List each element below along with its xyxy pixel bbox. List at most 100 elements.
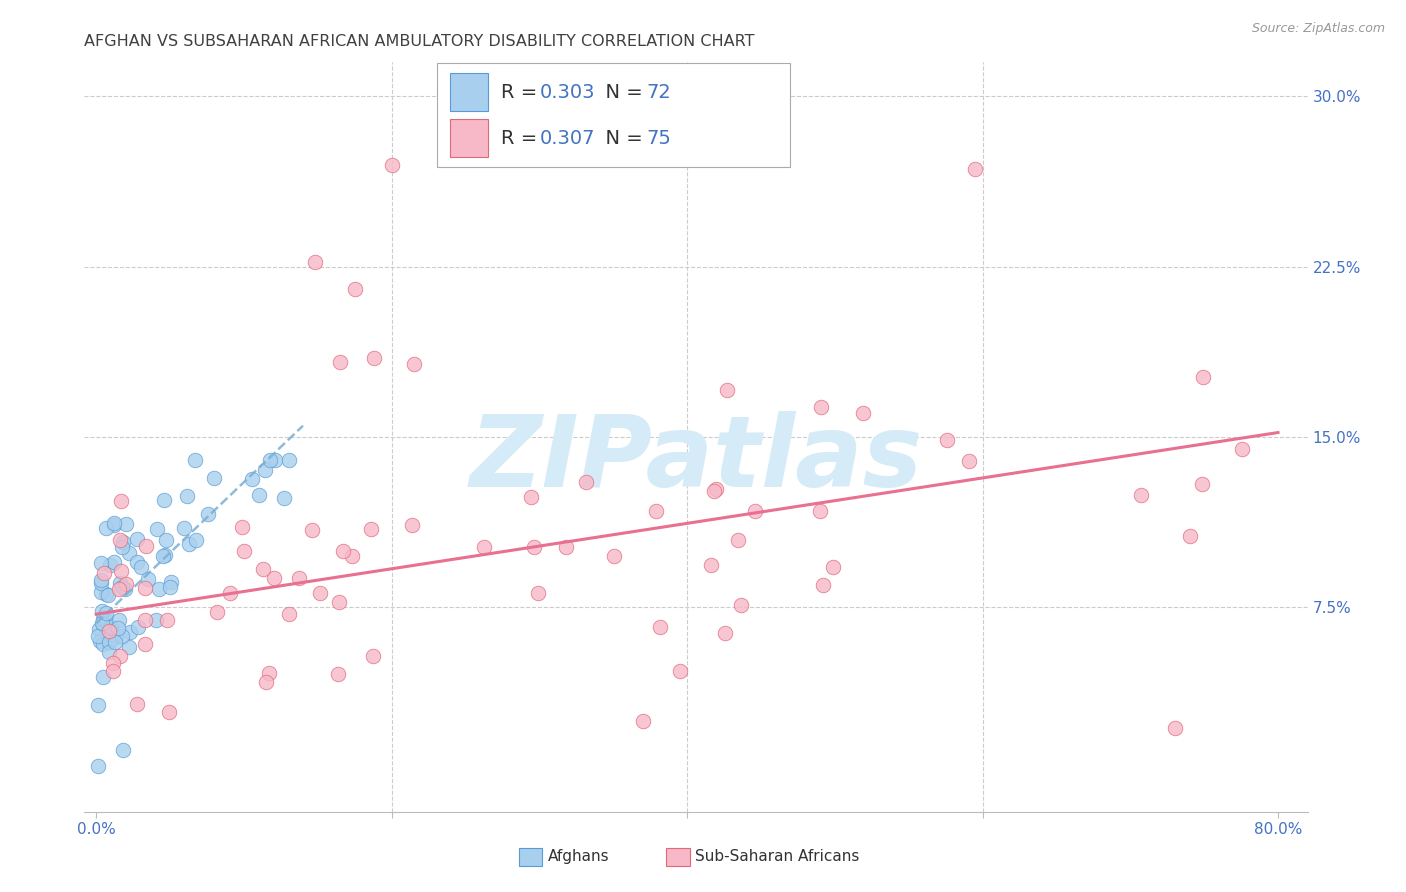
Point bbox=[157, 705, 180, 719]
Text: Sub-Saharan Africans: Sub-Saharan Africans bbox=[695, 849, 859, 863]
Point bbox=[152, 549, 174, 563]
Point bbox=[326, 666, 349, 681]
Point bbox=[202, 471, 225, 485]
Point bbox=[103, 517, 125, 532]
Point bbox=[644, 504, 666, 518]
Point bbox=[155, 549, 177, 563]
Point bbox=[146, 522, 169, 536]
Point bbox=[115, 577, 138, 591]
Point bbox=[309, 586, 332, 600]
Point bbox=[247, 488, 270, 502]
Point bbox=[273, 491, 295, 506]
Point bbox=[131, 560, 153, 574]
Point bbox=[714, 625, 737, 640]
Point bbox=[173, 521, 195, 535]
Point bbox=[110, 564, 132, 578]
Text: Afghans: Afghans bbox=[547, 849, 609, 863]
Point bbox=[91, 670, 114, 684]
Point bbox=[1129, 488, 1152, 502]
Point bbox=[117, 546, 139, 560]
Point bbox=[125, 555, 148, 569]
Point bbox=[156, 613, 179, 627]
Point bbox=[98, 558, 121, 573]
Point bbox=[94, 587, 117, 601]
Point bbox=[148, 582, 170, 597]
Point bbox=[472, 540, 495, 554]
Point bbox=[111, 541, 134, 555]
Point bbox=[96, 607, 118, 621]
Point bbox=[519, 490, 541, 504]
Point bbox=[89, 623, 111, 637]
Point bbox=[111, 743, 134, 757]
Point bbox=[1191, 477, 1213, 491]
Point bbox=[127, 620, 149, 634]
Point bbox=[360, 522, 382, 536]
Point bbox=[110, 493, 132, 508]
Point bbox=[263, 571, 285, 585]
Point bbox=[278, 452, 301, 467]
Point bbox=[965, 162, 987, 177]
Point bbox=[108, 582, 131, 596]
Point bbox=[120, 625, 142, 640]
Point bbox=[94, 613, 117, 627]
Point bbox=[89, 634, 111, 648]
Point bbox=[703, 483, 725, 498]
Point bbox=[332, 544, 354, 558]
Point bbox=[134, 637, 156, 651]
Point bbox=[361, 648, 384, 663]
Point bbox=[111, 535, 134, 549]
Point bbox=[134, 613, 156, 627]
Point bbox=[727, 533, 749, 547]
Point bbox=[1232, 442, 1254, 456]
Point bbox=[86, 698, 108, 712]
Point bbox=[668, 664, 690, 678]
Point bbox=[1191, 369, 1213, 384]
Point bbox=[100, 620, 122, 634]
Point bbox=[159, 580, 181, 594]
Point bbox=[94, 521, 117, 535]
Point bbox=[363, 351, 385, 365]
Point bbox=[93, 637, 115, 651]
Point bbox=[91, 604, 114, 618]
Point bbox=[730, 599, 752, 613]
Point bbox=[957, 453, 980, 467]
Point bbox=[301, 523, 323, 537]
Point bbox=[253, 463, 276, 477]
Point bbox=[103, 516, 125, 530]
Point bbox=[145, 614, 167, 628]
Point bbox=[108, 613, 131, 627]
Point bbox=[219, 586, 242, 600]
Point bbox=[821, 560, 844, 574]
Point bbox=[575, 475, 598, 489]
Point bbox=[117, 640, 139, 655]
Point bbox=[852, 406, 875, 420]
Point bbox=[93, 566, 115, 581]
Point bbox=[343, 283, 366, 297]
Point bbox=[177, 537, 200, 551]
Point bbox=[90, 585, 112, 599]
Point bbox=[108, 576, 131, 591]
Text: N =: N = bbox=[593, 128, 650, 147]
Text: 72: 72 bbox=[647, 83, 672, 102]
Point bbox=[135, 539, 157, 553]
Point bbox=[103, 555, 125, 569]
Point bbox=[153, 493, 176, 508]
Point bbox=[160, 574, 183, 589]
Point bbox=[252, 562, 274, 576]
Point bbox=[183, 452, 205, 467]
Point bbox=[555, 541, 578, 555]
Point bbox=[231, 519, 253, 533]
Point bbox=[114, 582, 136, 596]
Point bbox=[93, 617, 115, 632]
Point bbox=[603, 549, 626, 564]
Point bbox=[91, 616, 114, 631]
Point bbox=[103, 657, 125, 671]
Point bbox=[700, 558, 723, 573]
Point bbox=[176, 489, 198, 503]
Point bbox=[207, 606, 229, 620]
Point bbox=[108, 649, 131, 664]
Point bbox=[1178, 529, 1201, 543]
Point bbox=[648, 620, 671, 634]
Point bbox=[104, 634, 127, 648]
Point bbox=[1163, 721, 1185, 735]
